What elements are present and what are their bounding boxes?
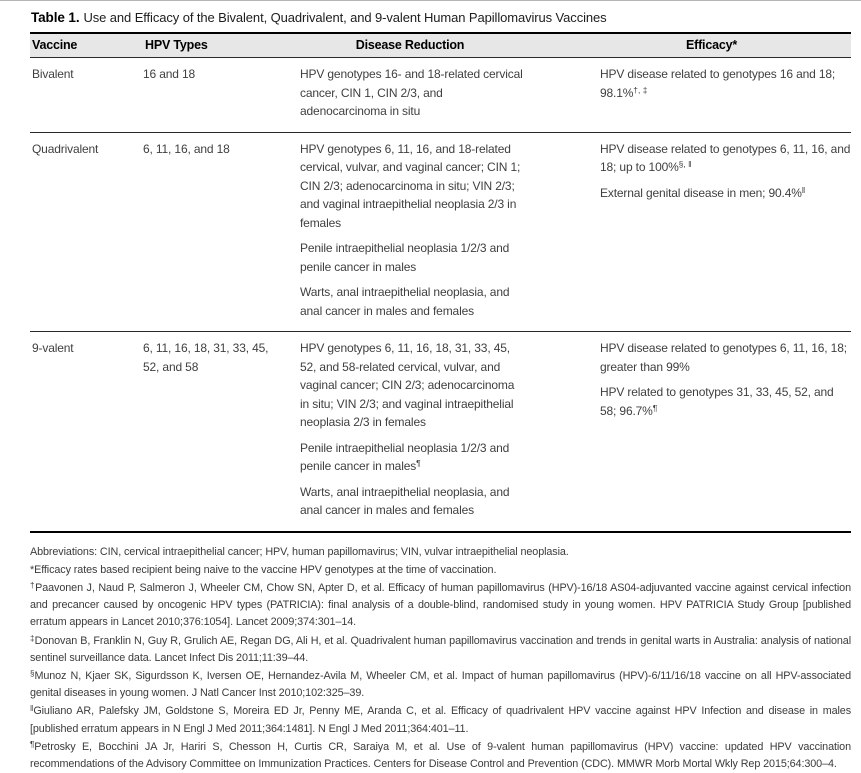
paragraph-text: HPV disease related to genotypes 6, 11, …: [600, 142, 850, 175]
column-header-efficacy: Efficacy*: [600, 38, 851, 52]
footnote: ‡Donovan B, Franklin N, Guy R, Grulich A…: [30, 633, 851, 667]
footnote: †Paavonen J, Naud P, Salmeron J, Wheeler…: [30, 580, 851, 632]
cell-disease-reduction: HPV genotypes 6, 11, 16, and 18-related …: [300, 140, 600, 321]
footnote-marker: §, ‖: [679, 159, 692, 169]
column-header-hpv-types: HPV Types: [143, 38, 300, 52]
footnote: ‖Giuliano AR, Palefsky JM, Goldstone S, …: [30, 703, 851, 737]
cell-efficacy: HPV disease related to genotypes 6, 11, …: [600, 339, 851, 520]
table-title-text: Use and Efficacy of the Bivalent, Quadri…: [83, 10, 606, 25]
footnote-text: *Efficacy rates based recipient being na…: [30, 564, 496, 576]
table-header-row: Vaccine HPV Types Disease Reduction Effi…: [30, 32, 851, 58]
cell-paragraph: HPV genotypes 6, 11, 16, 18, 31, 33, 45,…: [300, 339, 524, 432]
cell-hpv-types: 6, 11, 16, 18, 31, 33, 45, 52, and 58: [143, 339, 300, 520]
footnote-text: Petrosky E, Bocchini JA Jr, Hariri S, Ch…: [30, 741, 851, 770]
cell-paragraph: HPV disease related to genotypes 6, 11, …: [600, 140, 851, 177]
vaccine-name: Quadrivalent: [32, 142, 98, 156]
cell-vaccine: 9-valent: [30, 339, 143, 520]
table-title: Table 1. Use and Efficacy of the Bivalent…: [31, 10, 851, 25]
vaccine-name: 9-valent: [32, 341, 74, 355]
hpv-types-value: 6, 11, 16, and 18: [143, 140, 271, 159]
cell-hpv-types: 16 and 18: [143, 65, 300, 121]
cell-paragraph: HPV related to genotypes 31, 33, 45, 52,…: [600, 383, 851, 420]
paragraph-text: HPV disease related to genotypes 6, 11, …: [600, 341, 847, 374]
paragraph-text: Penile intraepithelial neoplasia 1/2/3 a…: [300, 441, 509, 474]
footnote-text: Giuliano AR, Palefsky JM, Goldstone S, M…: [30, 705, 851, 734]
paragraph-text: HPV genotypes 6, 11, 16, 18, 31, 33, 45,…: [300, 341, 514, 429]
cell-vaccine: Quadrivalent: [30, 140, 143, 321]
vaccine-name: Bivalent: [32, 67, 74, 81]
footnote: §Munoz N, Kjaer SK, Sigurdsson K, Iverse…: [30, 668, 851, 702]
table-body: Bivalent 16 and 18 HPV genotypes 16- and…: [30, 58, 851, 533]
table-row: Quadrivalent 6, 11, 16, and 18 HPV genot…: [30, 133, 851, 333]
footnote-marker: ¶: [416, 458, 421, 468]
cell-hpv-types: 6, 11, 16, and 18: [143, 140, 300, 321]
footnote: Abbreviations: CIN, cervical intraepithe…: [30, 544, 851, 561]
column-header-disease-reduction: Disease Reduction: [300, 38, 600, 52]
column-header-vaccine: Vaccine: [30, 38, 143, 52]
paragraph-text: Warts, anal intraepithelial neoplasia, a…: [300, 285, 509, 318]
cell-paragraph: HPV genotypes 16- and 18-related cervica…: [300, 65, 524, 121]
cell-paragraph: Penile intraepithelial neoplasia 1/2/3 a…: [300, 439, 524, 476]
hpv-types-value: 16 and 18: [143, 65, 271, 84]
paragraph-text: HPV related to genotypes 31, 33, 45, 52,…: [600, 385, 834, 418]
cell-paragraph: HPV disease related to genotypes 16 and …: [600, 65, 851, 102]
paragraph-text: Warts, anal intraepithelial neoplasia, a…: [300, 485, 509, 518]
cell-vaccine: Bivalent: [30, 65, 143, 121]
table-row: Bivalent 16 and 18 HPV genotypes 16- and…: [30, 58, 851, 133]
table-row: 9-valent 6, 11, 16, 18, 31, 33, 45, 52, …: [30, 332, 851, 533]
cell-efficacy: HPV disease related to genotypes 6, 11, …: [600, 140, 851, 321]
paragraph-text: Penile intraepithelial neoplasia 1/2/3 a…: [300, 241, 509, 274]
cell-paragraph: Warts, anal intraepithelial neoplasia, a…: [300, 483, 524, 520]
hpv-types-value: 6, 11, 16, 18, 31, 33, 45, 52, and 58: [143, 339, 271, 376]
cell-paragraph: HPV disease related to genotypes 6, 11, …: [600, 339, 851, 376]
cell-disease-reduction: HPV genotypes 16- and 18-related cervica…: [300, 65, 600, 121]
footnote-text: Munoz N, Kjaer SK, Sigurdsson K, Iversen…: [30, 670, 851, 699]
footnote: *Efficacy rates based recipient being na…: [30, 562, 851, 579]
cell-disease-reduction: HPV genotypes 6, 11, 16, 18, 31, 33, 45,…: [300, 339, 600, 520]
footnote: ¶Petrosky E, Bocchini JA Jr, Hariri S, C…: [30, 739, 851, 773]
footnote-text: Paavonen J, Naud P, Salmeron J, Wheeler …: [30, 582, 851, 628]
cell-paragraph: Penile intraepithelial neoplasia 1/2/3 a…: [300, 239, 524, 276]
cell-paragraph: Warts, anal intraepithelial neoplasia, a…: [300, 283, 524, 320]
paragraph-text: HPV genotypes 16- and 18-related cervica…: [300, 67, 523, 118]
vaccine-table: Vaccine HPV Types Disease Reduction Effi…: [30, 32, 851, 533]
cell-paragraph: HPV genotypes 6, 11, 16, and 18-related …: [300, 140, 524, 233]
footnote-marker: †, ‡: [633, 85, 647, 95]
paragraph-text: External genital disease in men; 90.4%: [600, 186, 802, 200]
footnote-marker: ¶: [653, 403, 658, 413]
cell-paragraph: External genital disease in men; 90.4%‖: [600, 184, 851, 203]
paragraph-text: HPV genotypes 6, 11, 16, and 18-related …: [300, 142, 520, 230]
footnote-marker: ‖: [802, 185, 806, 195]
table-number-label: Table 1.: [31, 10, 79, 25]
cell-efficacy: HPV disease related to genotypes 16 and …: [600, 65, 851, 121]
footnotes-section: Abbreviations: CIN, cervical intraepithe…: [30, 544, 851, 773]
footnote-text: Abbreviations: CIN, cervical intraepithe…: [30, 546, 569, 558]
footnote-text: Donovan B, Franklin N, Guy R, Grulich AE…: [30, 635, 851, 664]
